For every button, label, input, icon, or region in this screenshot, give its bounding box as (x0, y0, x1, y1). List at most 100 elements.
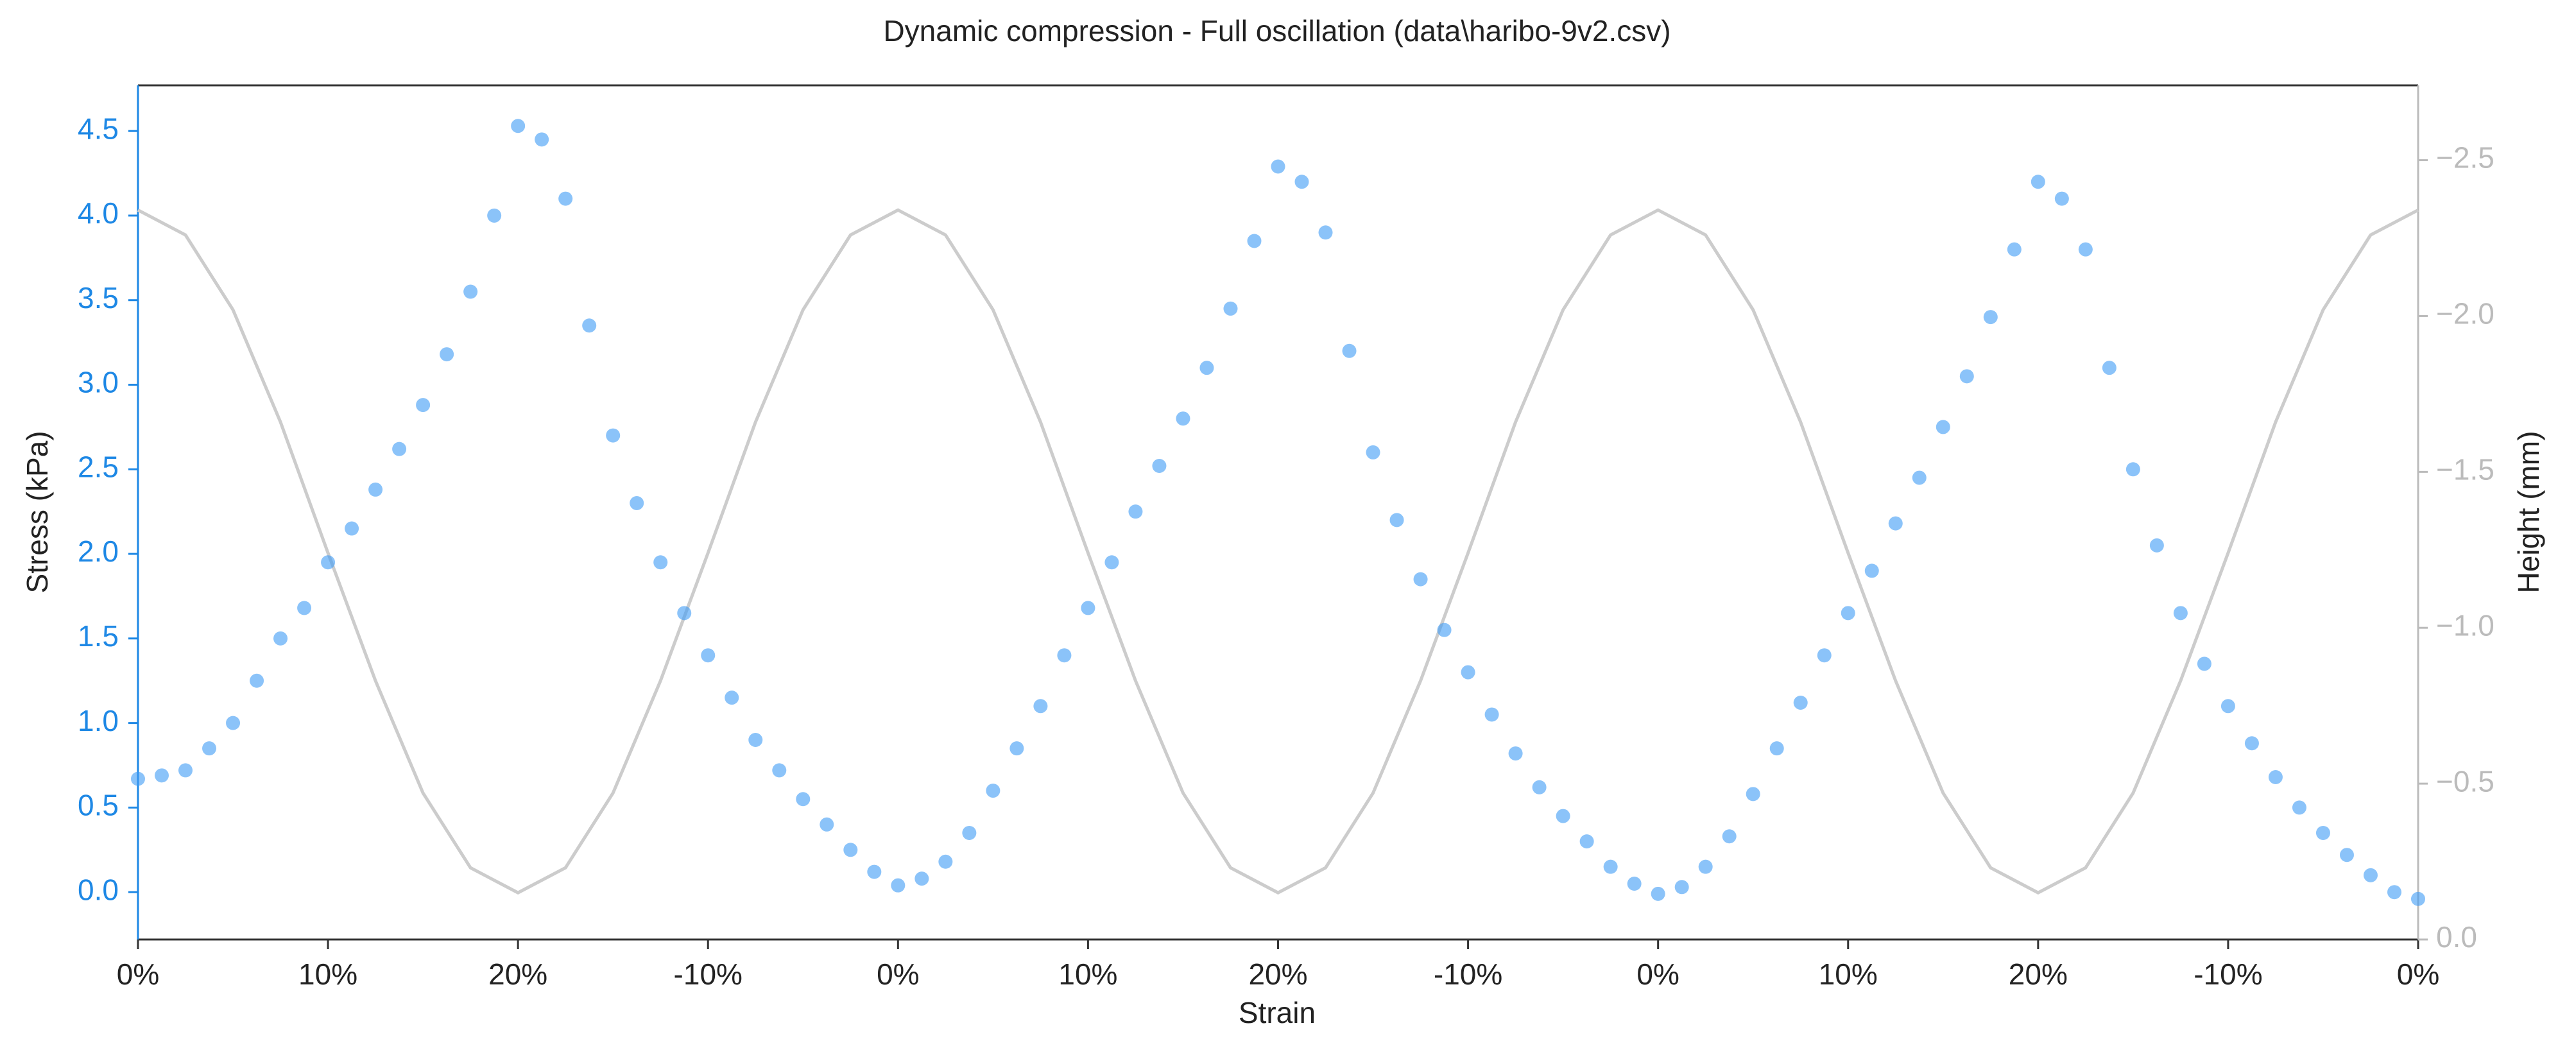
stress-point (2102, 361, 2117, 375)
stress-point (1009, 741, 1024, 756)
stress-point (677, 606, 692, 621)
y-tick-label: 2.0 (78, 535, 119, 568)
stress-point (820, 817, 834, 832)
y2-tick-label: −2.0 (2436, 297, 2494, 330)
x-tick-label: 10% (1058, 957, 1117, 991)
stress-point (368, 482, 383, 497)
stress-point (2411, 891, 2425, 906)
stress-point (1627, 877, 1642, 891)
stress-point (463, 284, 478, 299)
stress-point (1722, 829, 1737, 844)
stress-point (2363, 868, 2378, 882)
stress-point (630, 496, 644, 511)
y-axis-label: Stress (kPa) (21, 431, 54, 593)
y-tick-label: 4.5 (78, 112, 119, 145)
stress-point (202, 741, 217, 756)
x-tick-label: 20% (488, 957, 547, 991)
y2-tick-label: 0.0 (2436, 920, 2477, 954)
stress-point (1271, 159, 1285, 174)
y-tick-label: 3.5 (78, 281, 119, 314)
y2-tick-label: −0.5 (2436, 764, 2494, 798)
stress-point (1081, 601, 1095, 615)
stress-point (1318, 225, 1333, 240)
stress-point (1033, 699, 1048, 714)
stress-point (321, 555, 336, 570)
stress-point (558, 191, 573, 206)
stress-point (1888, 516, 1903, 531)
stress-point (2149, 538, 2164, 553)
y2-tick-label: −2.5 (2436, 141, 2494, 175)
y2-tick-label: −1.5 (2436, 453, 2494, 486)
stress-point (226, 716, 241, 730)
stress-point (725, 691, 739, 705)
stress-point (2339, 848, 2354, 862)
stress-point (796, 792, 811, 807)
stress-point (2031, 175, 2045, 189)
y-tick-label: 1.0 (78, 704, 119, 737)
x-tick-label: 20% (2009, 957, 2068, 991)
stress-point (1104, 555, 1119, 570)
stress-point (1983, 310, 1998, 325)
x-tick-label: 0% (1636, 957, 1679, 991)
stress-point (273, 631, 288, 646)
stress-point (297, 601, 312, 615)
stress-point (1912, 470, 1927, 485)
stress-point (1366, 445, 1380, 459)
stress-point (1769, 741, 1784, 756)
stress-point (2173, 606, 2188, 621)
stress-point (1674, 880, 1689, 895)
x-tick-label: -10% (2194, 957, 2262, 991)
x-tick-label: 0% (877, 957, 919, 991)
stress-point (1603, 859, 1618, 874)
stress-point (1128, 504, 1143, 519)
stress-point (440, 347, 454, 362)
stress-point (986, 784, 1000, 798)
x-axis-label: Strain (1239, 996, 1316, 1029)
stress-point (535, 132, 549, 147)
stress-point (1437, 622, 1452, 637)
stress-point (1698, 859, 1713, 874)
y-tick-label: 3.0 (78, 366, 119, 399)
stress-point (1152, 459, 1167, 474)
stress-point (1508, 746, 1523, 761)
y-tick-label: 1.5 (78, 619, 119, 653)
stress-point (392, 442, 407, 456)
stress-point (1389, 513, 1404, 528)
x-tick-label: -10% (674, 957, 743, 991)
y2-axis-label: Height (mm) (2512, 431, 2545, 593)
y-tick-label: 0.5 (78, 789, 119, 822)
stress-point (1793, 696, 1808, 710)
y-tick-label: 2.5 (78, 450, 119, 483)
stress-point (2292, 800, 2306, 815)
stress-point (748, 732, 763, 747)
stress-point (1223, 301, 1238, 316)
stress-point (772, 763, 787, 778)
stress-point (867, 864, 882, 879)
height-line (137, 208, 2419, 895)
stress-point (962, 825, 977, 840)
stress-point (1294, 175, 1309, 189)
stress-point (606, 428, 621, 443)
chart-title: Dynamic compression - Full oscillation (… (883, 14, 1670, 47)
stress-point (891, 878, 906, 893)
stress-point (2220, 699, 2235, 714)
y2-tick-label: −1.0 (2436, 608, 2494, 642)
stress-point (511, 119, 526, 133)
stress-point (2125, 462, 2140, 477)
y-tick-label: 4.0 (78, 196, 119, 230)
stress-point (1817, 648, 1832, 663)
stress-point (1556, 809, 1570, 823)
stress-point (1841, 606, 1855, 621)
stress-point (2078, 242, 2093, 257)
x-tick-label: 10% (1819, 957, 1878, 991)
stress-point (416, 398, 431, 413)
x-tick-label: -10% (1434, 957, 1502, 991)
stress-point (1746, 787, 1760, 802)
x-tick-label: 10% (298, 957, 357, 991)
stress-point (178, 763, 193, 778)
stress-point (345, 521, 359, 536)
stress-point (938, 854, 953, 869)
